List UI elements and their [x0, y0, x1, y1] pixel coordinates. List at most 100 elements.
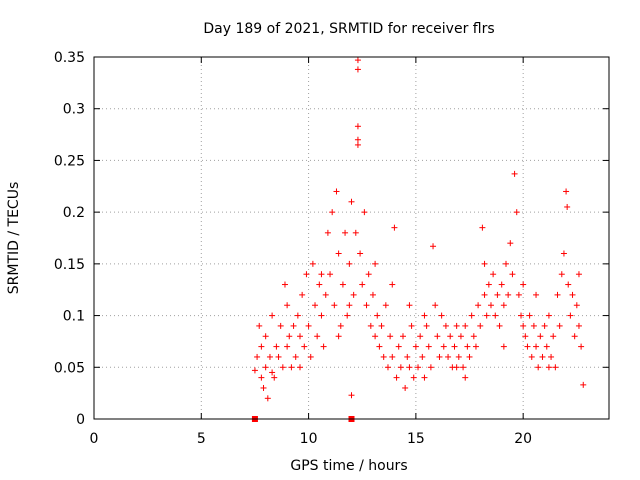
data-point [567, 312, 574, 319]
data-point [485, 281, 492, 288]
data-point [578, 343, 585, 350]
y-tick-label: 0.35 [54, 50, 85, 66]
data-point [554, 291, 561, 298]
plot-frame [93, 56, 610, 420]
data-point [556, 322, 563, 329]
data-point [535, 364, 542, 371]
data-point [438, 312, 445, 319]
y-tick-label: 0.2 [63, 205, 85, 221]
data-point [511, 170, 518, 177]
data-point [269, 369, 276, 376]
data-point [376, 343, 383, 350]
data-point [430, 243, 437, 250]
data-point [297, 364, 303, 371]
data-point [284, 343, 291, 350]
data-point [281, 281, 288, 288]
data-point [348, 392, 355, 399]
data-point [348, 198, 355, 205]
data-point [445, 353, 452, 360]
data-point [575, 271, 582, 278]
data-point [320, 343, 327, 350]
data-point [271, 374, 278, 381]
data-point [507, 240, 514, 247]
data-point [314, 333, 321, 340]
data-point [354, 57, 361, 64]
data-point [327, 271, 334, 278]
data-point [483, 312, 490, 319]
data-point [393, 374, 400, 381]
y-tick-label: 0 [76, 412, 85, 428]
x-axis-label: GPS time / hours [290, 458, 407, 474]
data-point [573, 302, 580, 309]
data-point [277, 322, 284, 329]
data-point [477, 322, 484, 329]
data-point [406, 364, 413, 371]
data-point [457, 333, 464, 340]
data-point [307, 353, 314, 360]
data-point [500, 302, 507, 309]
data-point [408, 322, 415, 329]
data-point [427, 364, 434, 371]
data-point [342, 229, 349, 236]
data-point [481, 260, 488, 267]
data-point [470, 333, 477, 340]
data-point [526, 312, 533, 319]
data-point [363, 302, 370, 309]
data-point [533, 343, 540, 350]
data-point [421, 374, 428, 381]
data-point [264, 395, 271, 402]
data-point [318, 271, 325, 278]
data-point [481, 291, 488, 298]
data-point [372, 260, 379, 267]
data-point [492, 312, 499, 319]
data-point [479, 224, 486, 231]
data-point [537, 333, 544, 340]
data-point [442, 322, 449, 329]
data-point [558, 271, 565, 278]
data-point [346, 302, 353, 309]
data-point [391, 224, 398, 231]
data-point [331, 302, 338, 309]
data-point [406, 302, 413, 309]
data-point [400, 333, 406, 340]
data-point [580, 381, 587, 388]
data-point [500, 343, 507, 350]
data-point [329, 209, 336, 216]
data-point [372, 333, 379, 340]
data-point [288, 364, 295, 371]
data-point [335, 333, 342, 340]
data-point [466, 353, 473, 360]
data-point [545, 312, 552, 319]
x-tick-label: 15 [407, 431, 425, 447]
data-point [324, 229, 331, 236]
data-point [297, 333, 303, 340]
data-point [509, 271, 516, 278]
data-point [354, 66, 361, 73]
x-tick-label: 20 [514, 431, 532, 447]
y-tick-label: 0.1 [63, 309, 85, 325]
data-point [530, 322, 537, 329]
data-point [451, 343, 458, 350]
data-point [354, 136, 361, 143]
data-point [262, 364, 269, 371]
data-point [520, 281, 527, 288]
data-point [522, 333, 529, 340]
data-point [397, 364, 404, 371]
data-point [496, 322, 503, 329]
grid-lines [94, 57, 609, 419]
data-point [266, 353, 273, 360]
data-point [359, 281, 366, 288]
data-point [560, 250, 567, 257]
data-point [528, 353, 535, 360]
y-tick-label: 0.15 [54, 257, 85, 273]
data-point [575, 322, 582, 329]
data-point [337, 322, 344, 329]
data-point [440, 343, 447, 350]
data-point [322, 291, 329, 298]
data-point [550, 333, 557, 340]
data-point [425, 343, 432, 350]
x-tick-label: 10 [300, 431, 318, 447]
data-point [333, 188, 340, 195]
data-point [389, 281, 396, 288]
data-point [468, 312, 475, 319]
